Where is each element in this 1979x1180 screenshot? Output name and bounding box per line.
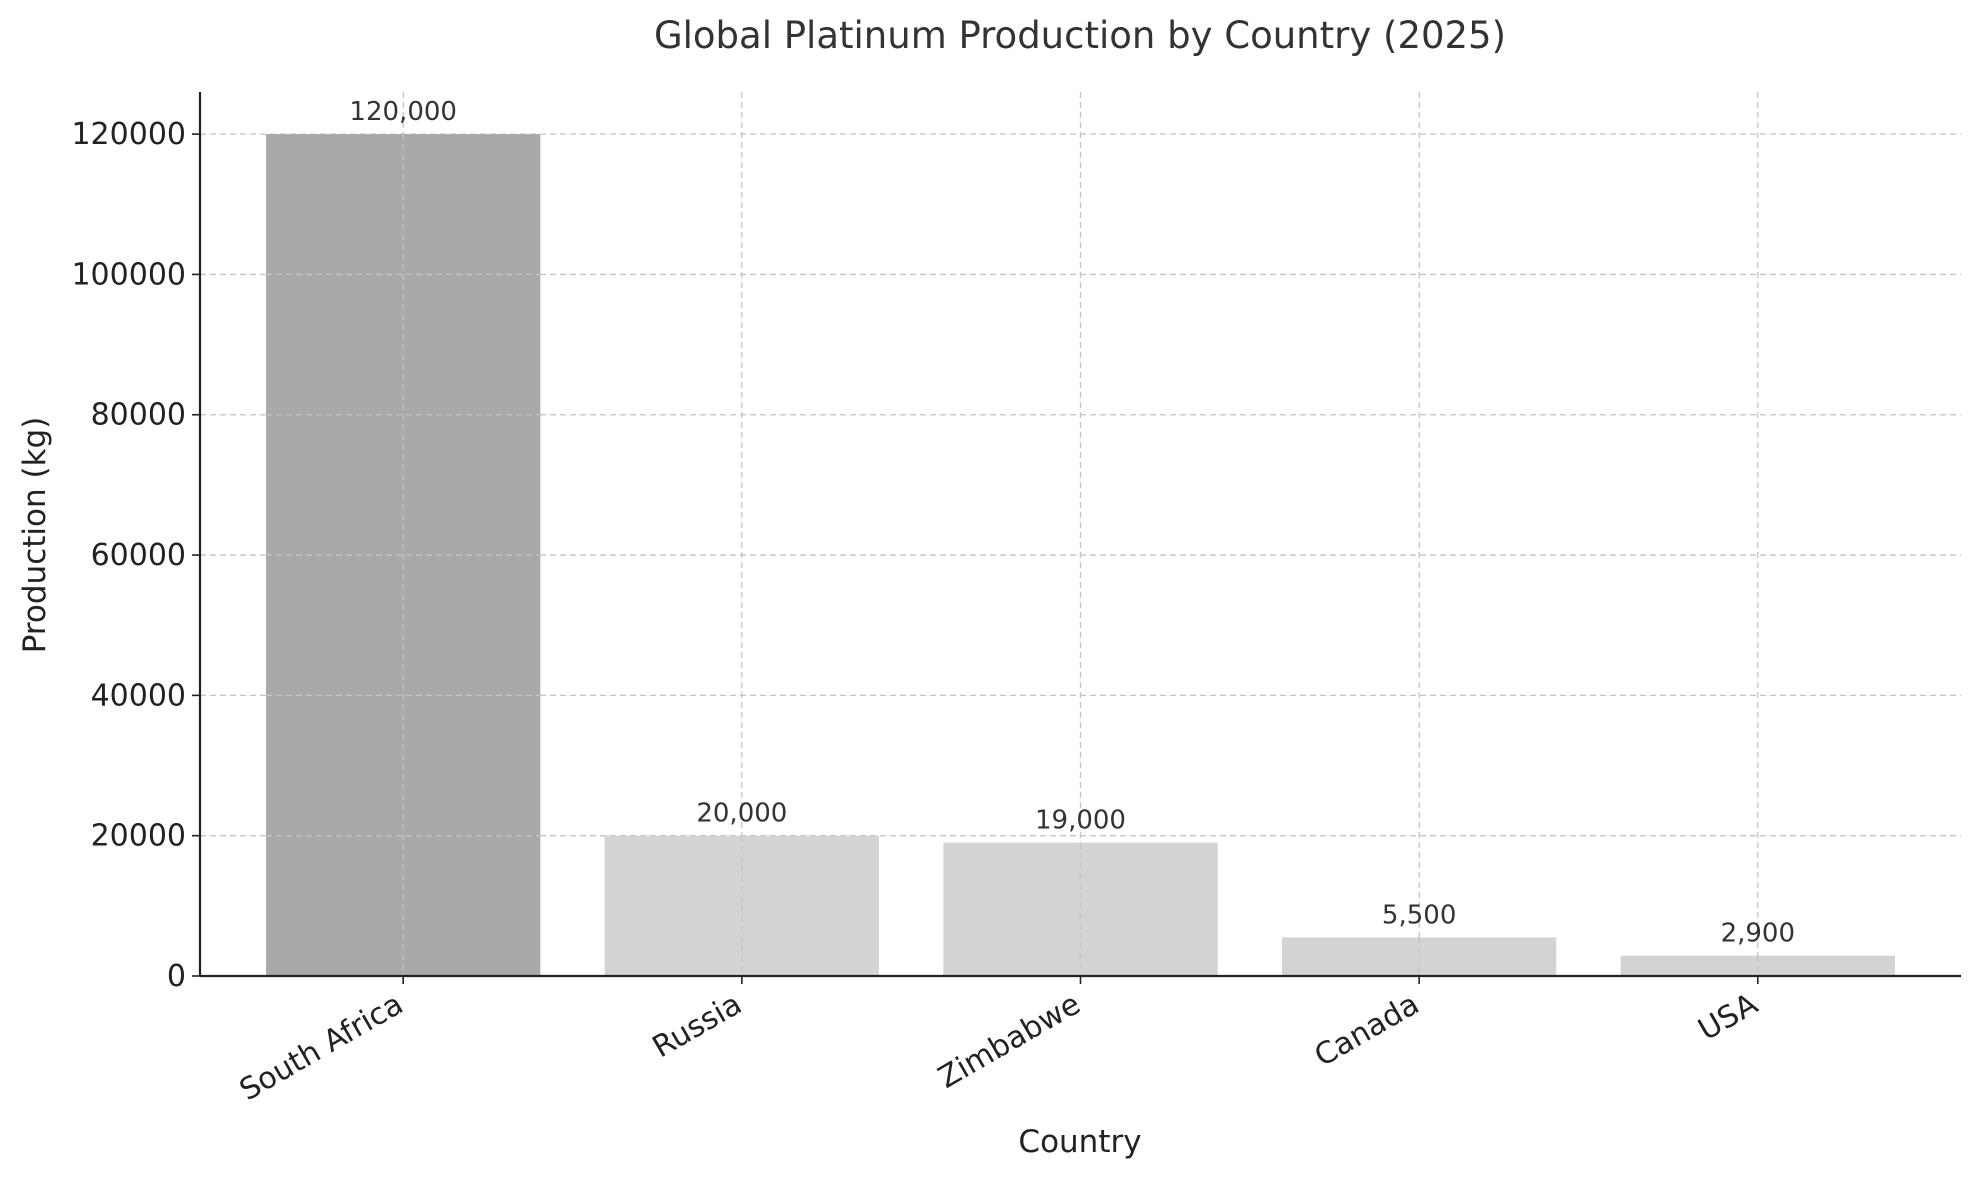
x-tick-label: South Africa [234, 987, 409, 1108]
y-tick-label: 0 [167, 959, 186, 994]
bar-value-label: 2,900 [1721, 919, 1795, 949]
y-tick-label: 120000 [71, 117, 186, 152]
chart-title: Global Platinum Production by Country (2… [654, 14, 1506, 57]
x-tick-label: USA [1693, 986, 1765, 1048]
bar-value-label: 19,000 [1035, 806, 1126, 836]
y-axis-title: Production (kg) [17, 417, 53, 654]
y-tick-label: 100000 [71, 257, 186, 292]
bar-value-label: 120,000 [349, 97, 457, 127]
x-tick-label: Russia [647, 987, 748, 1066]
bars [266, 134, 1895, 977]
x-tick-label: Canada [1309, 987, 1425, 1074]
y-tick-label: 20000 [91, 819, 186, 854]
x-tick-label: Zimbabwe [933, 987, 1087, 1096]
data-labels: 120,000 20,000 19,000 5,500 2,900 [349, 97, 1795, 949]
x-axis-title: Country [1018, 1124, 1141, 1160]
y-tick-label: 60000 [91, 538, 186, 573]
y-tick-label: 80000 [91, 398, 186, 433]
bar-value-label: 5,500 [1382, 900, 1456, 930]
y-tick-label: 40000 [91, 678, 186, 713]
bar-value-label: 20,000 [696, 799, 787, 829]
